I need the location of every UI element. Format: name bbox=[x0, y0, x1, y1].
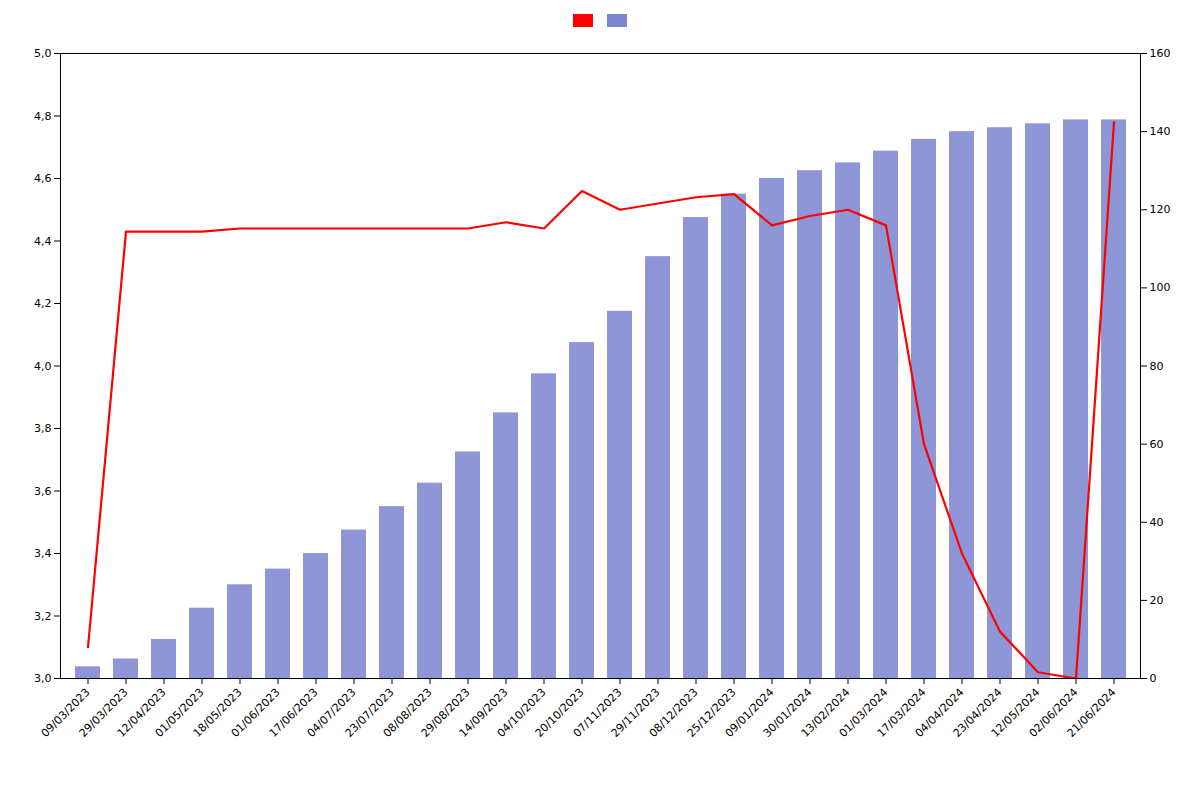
svg-text:3,8: 3,8 bbox=[34, 422, 52, 435]
svg-text:20/10/2023: 20/10/2023 bbox=[532, 685, 587, 740]
svg-text:07/11/2023: 07/11/2023 bbox=[570, 685, 625, 740]
svg-text:13/02/2024: 13/02/2024 bbox=[798, 685, 853, 740]
svg-text:140: 140 bbox=[1150, 125, 1171, 138]
svg-text:08/12/2023: 08/12/2023 bbox=[646, 685, 701, 740]
svg-text:01/06/2023: 01/06/2023 bbox=[228, 685, 283, 740]
svg-text:04/04/2024: 04/04/2024 bbox=[912, 685, 967, 740]
svg-text:08/08/2023: 08/08/2023 bbox=[380, 685, 435, 740]
svg-text:5,0: 5,0 bbox=[34, 47, 52, 60]
svg-text:12/04/2023: 12/04/2023 bbox=[114, 685, 169, 740]
svg-text:23/07/2023: 23/07/2023 bbox=[342, 685, 397, 740]
svg-text:40: 40 bbox=[1150, 516, 1164, 529]
svg-text:17/03/2024: 17/03/2024 bbox=[874, 685, 929, 740]
svg-text:4,4: 4,4 bbox=[34, 235, 52, 248]
svg-text:3,2: 3,2 bbox=[34, 610, 52, 623]
svg-text:80: 80 bbox=[1150, 360, 1164, 373]
svg-text:12/05/2024: 12/05/2024 bbox=[988, 685, 1043, 740]
svg-text:20: 20 bbox=[1150, 594, 1164, 607]
svg-text:4,6: 4,6 bbox=[34, 172, 52, 185]
svg-text:02/06/2024: 02/06/2024 bbox=[1026, 685, 1081, 740]
svg-text:01/03/2024: 01/03/2024 bbox=[836, 685, 891, 740]
svg-text:100: 100 bbox=[1150, 281, 1171, 294]
svg-text:120: 120 bbox=[1150, 203, 1171, 216]
svg-text:160: 160 bbox=[1150, 47, 1171, 60]
svg-text:29/08/2023: 29/08/2023 bbox=[418, 685, 473, 740]
svg-text:3,6: 3,6 bbox=[34, 485, 52, 498]
svg-text:23/04/2024: 23/04/2024 bbox=[950, 685, 1005, 740]
svg-text:4,0: 4,0 bbox=[34, 360, 52, 373]
svg-text:17/06/2023: 17/06/2023 bbox=[266, 685, 321, 740]
svg-text:30/01/2024: 30/01/2024 bbox=[760, 685, 815, 740]
svg-text:3,0: 3,0 bbox=[34, 672, 52, 685]
svg-text:09/01/2024: 09/01/2024 bbox=[722, 685, 777, 740]
svg-text:21/06/2024: 21/06/2024 bbox=[1065, 686, 1119, 740]
svg-text:18/05/2023: 18/05/2023 bbox=[190, 685, 245, 740]
svg-text:3,4: 3,4 bbox=[34, 547, 52, 560]
svg-text:0: 0 bbox=[1150, 672, 1157, 685]
svg-text:09/03/2023: 09/03/2023 bbox=[38, 685, 93, 740]
svg-text:01/05/2023: 01/05/2023 bbox=[152, 685, 207, 740]
svg-text:4,2: 4,2 bbox=[34, 297, 52, 310]
svg-text:14/09/2023: 14/09/2023 bbox=[456, 685, 511, 740]
svg-text:25/12/2023: 25/12/2023 bbox=[684, 685, 739, 740]
svg-text:04/10/2023: 04/10/2023 bbox=[494, 685, 549, 740]
svg-text:04/07/2023: 04/07/2023 bbox=[304, 685, 359, 740]
svg-text:29/11/2023: 29/11/2023 bbox=[608, 685, 663, 740]
svg-text:4,8: 4,8 bbox=[34, 110, 52, 123]
svg-text:60: 60 bbox=[1150, 438, 1164, 451]
svg-text:29/03/2023: 29/03/2023 bbox=[76, 685, 131, 740]
